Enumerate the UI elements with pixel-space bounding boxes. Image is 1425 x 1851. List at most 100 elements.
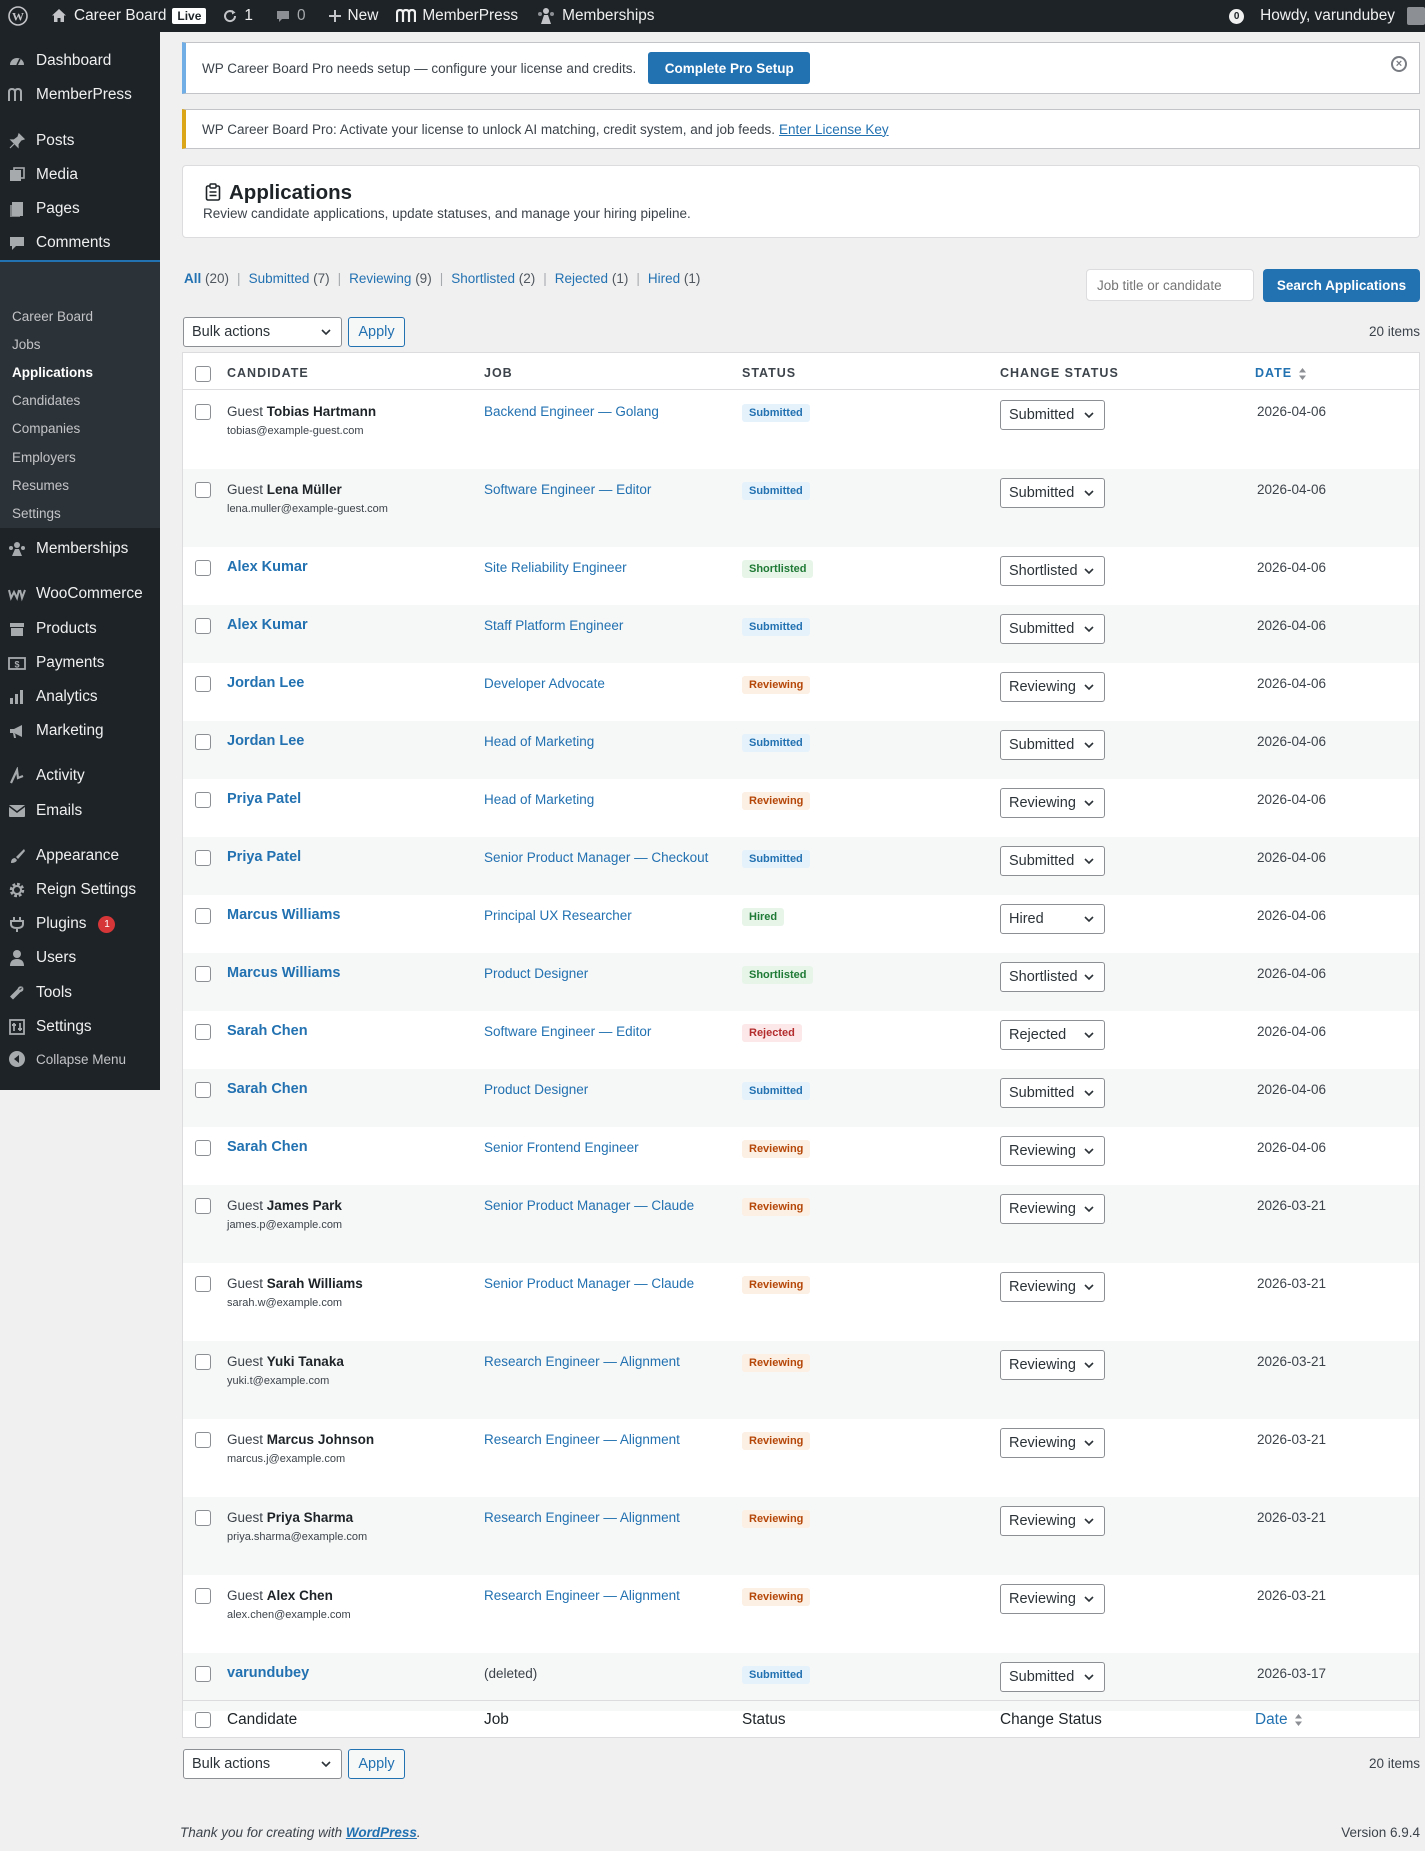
change-status-select[interactable]: Submitted	[1000, 1078, 1105, 1108]
complete-pro-setup-button[interactable]: Complete Pro Setup	[648, 52, 811, 84]
sidebar-item-memberpress[interactable]: MemberPress	[0, 78, 160, 112]
row-checkbox[interactable]	[195, 850, 211, 866]
change-status-select[interactable]: Shortlisted	[1000, 962, 1105, 992]
row-checkbox[interactable]	[195, 1276, 211, 1292]
row-checkbox[interactable]	[195, 1588, 211, 1604]
row-checkbox[interactable]	[195, 792, 211, 808]
row-checkbox[interactable]	[195, 404, 211, 420]
change-status-select[interactable]: Hired	[1000, 904, 1105, 934]
job-link[interactable]: Software Engineer — Editor	[484, 482, 652, 497]
row-checkbox[interactable]	[195, 966, 211, 982]
wordpress-logo-icon[interactable]: W	[0, 0, 36, 32]
sidebar-item-payments[interactable]: $ Payments	[0, 646, 160, 680]
row-checkbox[interactable]	[195, 1666, 211, 1682]
job-link[interactable]: Senior Product Manager — Checkout	[484, 850, 709, 865]
change-status-select[interactable]: Reviewing	[1000, 1136, 1105, 1166]
job-link[interactable]: Research Engineer — Alignment	[484, 1510, 680, 1525]
row-checkbox[interactable]	[195, 676, 211, 692]
filter-all[interactable]: All (20)	[184, 271, 229, 286]
candidate-name-link[interactable]: Priya Patel	[227, 849, 302, 865]
candidate-name-link[interactable]: Sarah Chen	[227, 1081, 308, 1097]
wordpress-link[interactable]: WordPress	[345, 1825, 417, 1840]
apply-button-bottom[interactable]: Apply	[348, 1749, 405, 1779]
row-checkbox[interactable]	[195, 734, 211, 750]
candidate-name-link[interactable]: varundubey	[227, 1665, 310, 1681]
job-link[interactable]: Head of Marketing	[484, 792, 595, 807]
change-status-select[interactable]: Reviewing	[1000, 1272, 1105, 1302]
select-all-checkbox[interactable]	[195, 366, 211, 382]
sidebar-item-comments[interactable]: Comments	[0, 226, 160, 260]
sidebar-item-activity[interactable]: Activity	[0, 759, 160, 793]
filter-shortlisted[interactable]: Shortlisted (2)	[451, 271, 535, 286]
column-date-sortable[interactable]: DATE	[1255, 366, 1307, 381]
candidate-name-link[interactable]: Jordan Lee	[227, 733, 305, 749]
change-status-select[interactable]: Reviewing	[1000, 1428, 1105, 1458]
change-status-select[interactable]: Submitted	[1000, 614, 1105, 644]
change-status-select[interactable]: Submitted	[1000, 478, 1105, 508]
row-checkbox[interactable]	[195, 1198, 211, 1214]
filter-submitted[interactable]: Submitted (7)	[249, 271, 330, 286]
row-checkbox[interactable]	[195, 482, 211, 498]
change-status-select[interactable]: Shortlisted	[1000, 556, 1105, 586]
candidate-name-link[interactable]: Alex Kumar	[227, 617, 308, 633]
submenu-item-employers[interactable]: Employers	[12, 450, 76, 465]
filter-reviewing[interactable]: Reviewing (9)	[349, 271, 432, 286]
row-checkbox[interactable]	[195, 1082, 211, 1098]
memberpress-link[interactable]: MemberPress	[386, 0, 526, 32]
sidebar-item-collapse-menu[interactable]: Collapse Menu	[0, 1042, 160, 1076]
select-all-checkbox-footer[interactable]	[195, 1712, 211, 1728]
candidate-name-link[interactable]: Marcus Williams	[227, 965, 341, 981]
submenu-item-applications[interactable]: Applications	[12, 365, 94, 380]
comments-link[interactable]: 0	[261, 0, 314, 32]
sidebar-item-reign-settings[interactable]: Reign Settings	[0, 873, 160, 907]
change-status-select[interactable]: Reviewing	[1000, 1506, 1105, 1536]
account-menu[interactable]: Howdy, varundubey	[1252, 0, 1425, 32]
filter-rejected[interactable]: Rejected (1)	[555, 271, 629, 286]
sidebar-item-marketing[interactable]: Marketing	[0, 714, 160, 748]
row-checkbox[interactable]	[195, 908, 211, 924]
row-checkbox[interactable]	[195, 560, 211, 576]
candidate-name-link[interactable]: Priya Patel	[227, 791, 302, 807]
change-status-select[interactable]: Rejected	[1000, 1020, 1105, 1050]
sidebar-item-analytics[interactable]: Analytics	[0, 680, 160, 714]
job-link[interactable]: Product Designer	[484, 966, 589, 981]
row-checkbox[interactable]	[195, 1140, 211, 1156]
bulk-actions-select-top[interactable]: Bulk actions	[183, 317, 342, 347]
change-status-select[interactable]: Submitted	[1000, 846, 1105, 876]
candidate-name-link[interactable]: Sarah Chen	[227, 1139, 308, 1155]
search-applications-button[interactable]: Search Applications	[1263, 269, 1420, 302]
job-link[interactable]: Senior Product Manager — Claude	[484, 1276, 695, 1291]
job-link[interactable]: Research Engineer — Alignment	[484, 1354, 680, 1369]
sidebar-item-posts[interactable]: Posts	[0, 124, 160, 158]
sidebar-item-memberships[interactable]: Memberships	[0, 532, 160, 566]
sidebar-item-appearance[interactable]: Appearance	[0, 839, 160, 873]
submenu-item-resumes[interactable]: Resumes	[12, 478, 70, 493]
change-status-select[interactable]: Reviewing	[1000, 1350, 1105, 1380]
change-status-select[interactable]: Submitted	[1000, 1662, 1105, 1692]
row-checkbox[interactable]	[195, 1510, 211, 1526]
dismiss-notice-icon[interactable]: ×	[1391, 56, 1407, 72]
footer-date-sortable[interactable]: Date	[1255, 1711, 1303, 1729]
sidebar-item-tools[interactable]: Tools	[0, 976, 160, 1010]
bulk-actions-select-bottom[interactable]: Bulk actions	[183, 1749, 342, 1779]
sidebar-item-media[interactable]: Media	[0, 158, 160, 192]
job-link[interactable]: Head of Marketing	[484, 734, 595, 749]
sidebar-item-pages[interactable]: Pages	[0, 192, 160, 226]
notifications-link[interactable]: 0	[1221, 0, 1252, 32]
sidebar-item-settings[interactable]: Settings	[0, 1010, 160, 1044]
candidate-name-link[interactable]: Alex Kumar	[227, 559, 308, 575]
job-link[interactable]: Staff Platform Engineer	[484, 618, 624, 633]
new-content-link[interactable]: New	[314, 0, 387, 32]
submenu-item-career-board[interactable]: Career Board	[12, 309, 94, 324]
job-link[interactable]: Site Reliability Engineer	[484, 560, 627, 575]
candidate-name-link[interactable]: Jordan Lee	[227, 675, 305, 691]
enter-license-key-link[interactable]: Enter License Key	[779, 121, 889, 137]
job-link[interactable]: Research Engineer — Alignment	[484, 1588, 680, 1603]
row-checkbox[interactable]	[195, 1354, 211, 1370]
change-status-select[interactable]: Reviewing	[1000, 788, 1105, 818]
change-status-select[interactable]: Reviewing	[1000, 1584, 1105, 1614]
row-checkbox[interactable]	[195, 1024, 211, 1040]
updates-link[interactable]: 1	[214, 0, 261, 32]
change-status-select[interactable]: Submitted	[1000, 730, 1105, 760]
candidate-name-link[interactable]: Marcus Williams	[227, 907, 341, 923]
